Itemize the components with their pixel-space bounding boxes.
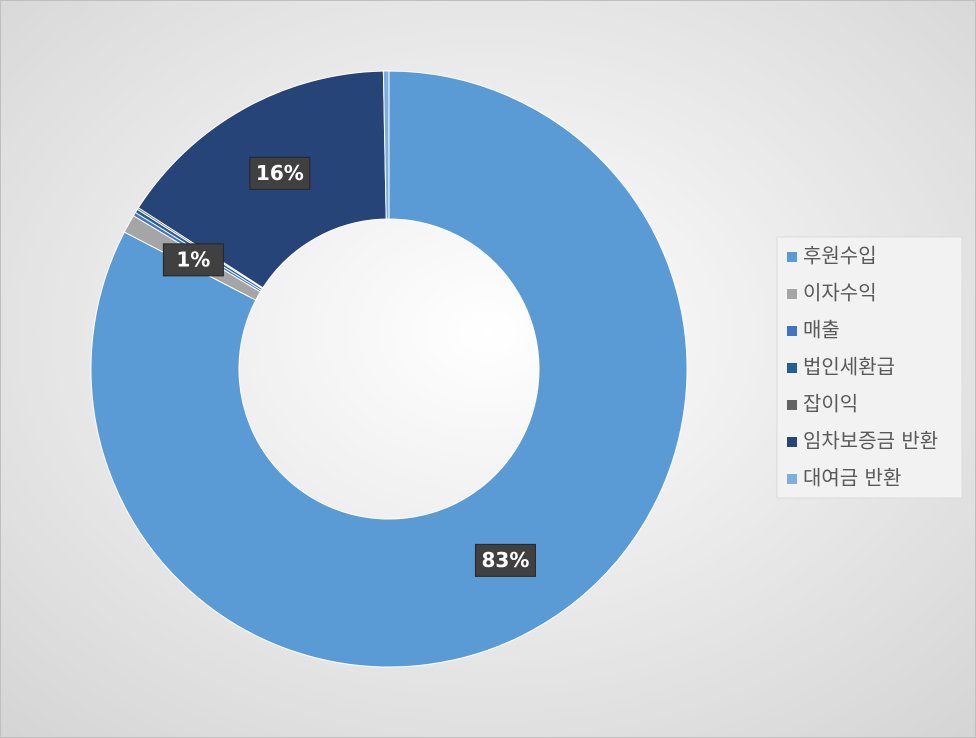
legend: [776, 236, 963, 499]
legend-label: 잡이익: [803, 392, 858, 416]
legend-label: 매출: [803, 318, 840, 342]
legend-label: 후원수입: [803, 244, 877, 268]
legend-swatch: [787, 474, 797, 484]
donut-slice: [382, 70, 390, 220]
legend-swatch: [787, 326, 797, 336]
legend-swatch: [787, 437, 797, 447]
data-label-box: [474, 543, 536, 577]
legend-label: 임차보증금 반환: [803, 429, 938, 453]
legend-swatch: [787, 289, 797, 299]
legend-label: 법인세환급: [803, 355, 895, 379]
donut-slice: [90, 70, 688, 668]
data-labels: 83% 1% 16%: [162, 156, 536, 577]
legend-label: 대여금 반환: [803, 466, 901, 490]
data-label: 83%: [482, 548, 530, 572]
legend-swatch: [787, 400, 797, 410]
data-label-box: [249, 156, 311, 190]
legend-swatch: [787, 363, 797, 373]
legend-swatch: [787, 252, 797, 262]
data-label: 1%: [176, 247, 210, 271]
legend-label: 이자수익: [803, 281, 877, 305]
data-label-box: [162, 243, 224, 277]
data-label: 16%: [256, 161, 304, 185]
